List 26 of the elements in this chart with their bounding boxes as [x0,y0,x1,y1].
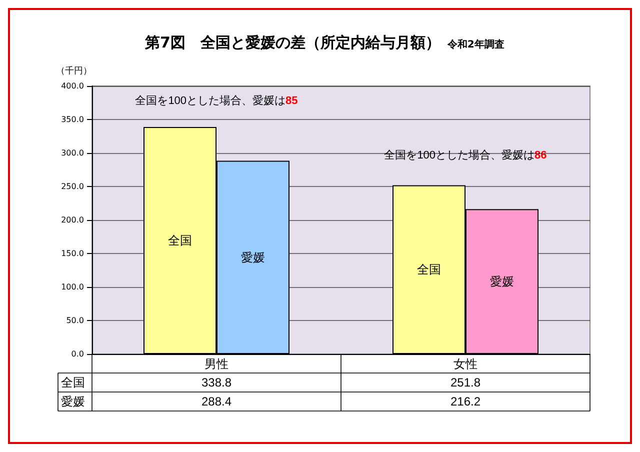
text: 全国 [417,262,441,277]
annotation: 全国を100とした場合、愛媛は85 [135,94,298,107]
annotation: 全国を100とした場合、愛媛は86 [384,148,547,162]
data-label: 338.8 [201,376,232,390]
y-tick-label: 100.0 [61,282,84,292]
x-tick-label: 男性 [204,357,228,371]
y-tick-label: 300.0 [61,148,84,158]
y-tick-label: 150.0 [61,249,84,258]
y-tick-label: 0.0 [71,350,84,358]
y-tick-label: 50.0 [66,316,84,325]
text: 全国 [61,376,85,390]
y-tick-label: 400.0 [61,82,84,90]
y-tick-label: 250.0 [61,182,84,191]
text: 愛媛 [490,274,514,289]
data-label: 216.2 [450,394,481,408]
x-tick-label: 女性 [454,357,478,371]
data-label: 251.8 [450,376,481,390]
text: 愛媛 [61,394,85,408]
y-tick-label: 200.0 [61,216,84,224]
chart-title: 第7図 全国と愛媛の差（所定内給与月額） [144,34,440,52]
chart-subtitle: 令和2年調査 [440,38,504,50]
series-label: 全国 [168,234,192,248]
y-axis-title: （千円） [56,66,92,76]
data-label: 288.4 [201,394,232,408]
y-tick-label: 350.0 [61,115,84,124]
series-label: 愛媛 [241,250,265,264]
